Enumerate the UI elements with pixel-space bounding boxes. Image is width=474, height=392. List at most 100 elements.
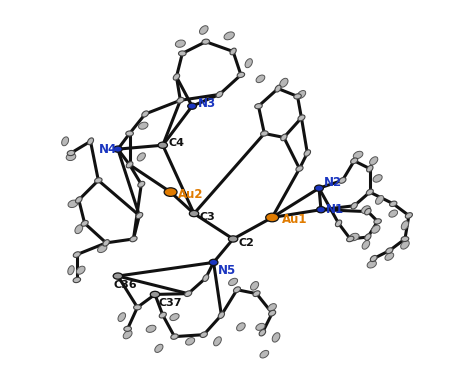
Ellipse shape: [203, 274, 209, 281]
Ellipse shape: [370, 256, 377, 261]
Ellipse shape: [73, 252, 81, 258]
Ellipse shape: [188, 103, 196, 109]
Ellipse shape: [256, 75, 265, 83]
Ellipse shape: [259, 330, 265, 336]
Ellipse shape: [76, 266, 85, 274]
Ellipse shape: [88, 138, 93, 145]
Ellipse shape: [353, 151, 363, 159]
Ellipse shape: [298, 115, 305, 121]
Ellipse shape: [374, 219, 382, 224]
Ellipse shape: [68, 266, 74, 275]
Ellipse shape: [177, 98, 184, 103]
Ellipse shape: [336, 220, 342, 227]
Ellipse shape: [296, 166, 303, 171]
Ellipse shape: [118, 313, 126, 321]
Ellipse shape: [365, 234, 371, 240]
Ellipse shape: [297, 91, 306, 98]
Ellipse shape: [67, 151, 75, 156]
Ellipse shape: [251, 281, 259, 290]
Ellipse shape: [339, 178, 346, 183]
Ellipse shape: [136, 212, 143, 219]
Ellipse shape: [281, 134, 287, 141]
Ellipse shape: [62, 137, 69, 146]
Ellipse shape: [137, 153, 146, 161]
Ellipse shape: [253, 291, 260, 296]
Ellipse shape: [81, 220, 88, 226]
Ellipse shape: [366, 189, 374, 195]
Ellipse shape: [261, 131, 268, 136]
Text: Au2: Au2: [178, 187, 203, 201]
Ellipse shape: [317, 207, 325, 213]
Ellipse shape: [184, 291, 192, 296]
Ellipse shape: [159, 312, 166, 318]
Ellipse shape: [389, 210, 398, 217]
Ellipse shape: [315, 185, 323, 191]
Ellipse shape: [189, 211, 199, 217]
Ellipse shape: [75, 225, 82, 234]
Ellipse shape: [98, 245, 107, 252]
Ellipse shape: [373, 175, 382, 182]
Ellipse shape: [175, 40, 185, 47]
Ellipse shape: [401, 221, 409, 230]
Ellipse shape: [173, 74, 180, 80]
Ellipse shape: [126, 162, 133, 168]
Text: N4: N4: [99, 143, 118, 156]
Ellipse shape: [155, 344, 163, 352]
Text: C37: C37: [158, 298, 182, 308]
Ellipse shape: [386, 248, 393, 254]
Ellipse shape: [130, 236, 137, 242]
Ellipse shape: [164, 188, 177, 196]
Ellipse shape: [158, 142, 167, 148]
Ellipse shape: [142, 111, 149, 117]
Ellipse shape: [351, 158, 358, 164]
Ellipse shape: [256, 323, 265, 330]
Ellipse shape: [371, 225, 380, 233]
Ellipse shape: [103, 240, 109, 246]
Ellipse shape: [351, 203, 357, 209]
Ellipse shape: [146, 325, 156, 332]
Ellipse shape: [366, 165, 373, 172]
Ellipse shape: [349, 233, 359, 241]
Ellipse shape: [272, 333, 280, 342]
Ellipse shape: [304, 150, 310, 156]
Ellipse shape: [186, 338, 195, 345]
Ellipse shape: [95, 178, 102, 183]
Ellipse shape: [138, 122, 148, 129]
Text: N1: N1: [326, 203, 344, 216]
Ellipse shape: [405, 212, 412, 218]
Ellipse shape: [123, 330, 132, 339]
Ellipse shape: [171, 334, 178, 339]
Ellipse shape: [73, 277, 81, 283]
Ellipse shape: [375, 196, 383, 204]
Ellipse shape: [150, 291, 160, 298]
Ellipse shape: [216, 91, 223, 98]
Ellipse shape: [113, 146, 122, 152]
Ellipse shape: [218, 312, 225, 318]
Ellipse shape: [228, 236, 238, 242]
Ellipse shape: [255, 103, 262, 109]
Ellipse shape: [260, 350, 269, 358]
Text: C3: C3: [200, 212, 216, 223]
Ellipse shape: [346, 236, 354, 242]
Ellipse shape: [245, 59, 252, 68]
Ellipse shape: [200, 332, 208, 338]
Ellipse shape: [367, 261, 376, 268]
Ellipse shape: [214, 337, 221, 346]
Ellipse shape: [134, 305, 141, 310]
Ellipse shape: [280, 78, 288, 87]
Ellipse shape: [269, 310, 276, 316]
Ellipse shape: [362, 206, 370, 214]
Ellipse shape: [365, 209, 371, 215]
Ellipse shape: [268, 304, 276, 311]
Ellipse shape: [237, 323, 245, 331]
Text: C4: C4: [169, 138, 185, 148]
Ellipse shape: [124, 326, 131, 331]
Text: N3: N3: [198, 96, 216, 109]
Ellipse shape: [234, 287, 240, 293]
Ellipse shape: [401, 241, 409, 249]
Text: Au1: Au1: [282, 213, 308, 226]
Ellipse shape: [228, 278, 237, 286]
Ellipse shape: [362, 240, 370, 249]
Ellipse shape: [237, 72, 245, 78]
Ellipse shape: [126, 131, 133, 136]
